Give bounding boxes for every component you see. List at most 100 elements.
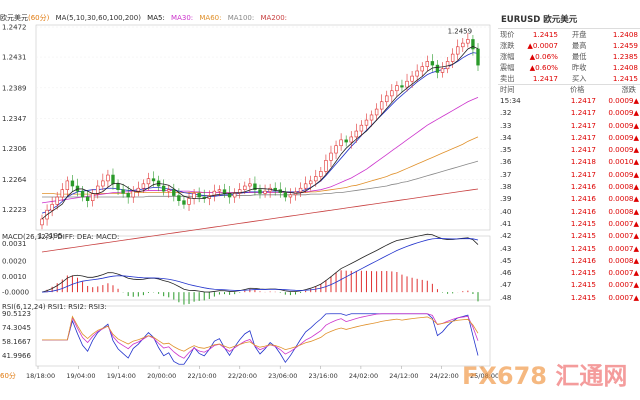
candle-body	[349, 136, 353, 143]
candle-body	[405, 80, 409, 88]
candle-body	[116, 183, 120, 190]
tick-t: .35	[500, 145, 512, 155]
ma200-label: MA200:	[260, 14, 288, 22]
candle-body	[364, 119, 369, 126]
ma200-line	[41, 188, 479, 253]
tick-header-change: 涨跌	[621, 85, 636, 94]
quote-v2: 1.2408	[612, 30, 638, 39]
panel-frame	[35, 24, 491, 231]
x-tick-label: 24/22:00	[430, 372, 459, 380]
tick-row: .47 1.2415 0.0007▲	[498, 279, 640, 291]
rsi-title: RSI(6,12,24) RSI1: RSI2: RSI3:	[2, 303, 107, 311]
tick-row: .45 1.2416 0.0008▲	[498, 255, 640, 267]
candle-body	[319, 171, 323, 177]
tick-c: 0.0009▲	[608, 108, 639, 118]
candle-body	[359, 124, 364, 132]
x-tick-label: 24/02:00	[349, 372, 378, 380]
candle-body	[430, 61, 435, 66]
tick-row: .41 1.2415 0.0007▲	[498, 218, 640, 230]
candle-body	[344, 139, 348, 143]
candle-body	[192, 193, 196, 199]
quote-k1: 现价	[500, 30, 515, 39]
candle-body	[197, 193, 201, 198]
quote-v1: ▲0.0007	[527, 41, 558, 50]
tick-t: .37	[500, 169, 512, 179]
tick-p: 1.2417	[570, 96, 596, 105]
tick-c: 0.0007▲	[608, 231, 639, 241]
macd-dea-line	[41, 238, 479, 293]
tick-header-price: 价格	[570, 85, 585, 94]
tick-c: 0.0008▲	[608, 182, 639, 192]
candle-body	[471, 39, 475, 50]
tick-p: 1.2415	[570, 268, 596, 278]
chart-canvas: MACD(26,12,9) DIFF: DEA: MACD: RSI(6,12,2…	[2, 24, 498, 381]
candle-body	[415, 70, 419, 77]
x-tick-label: 24/12:00	[389, 372, 418, 380]
x-tick-label: 22/10:00	[187, 372, 216, 380]
tick-c: 0.0009▲	[608, 145, 639, 155]
tick-c: 0.0007▲	[608, 268, 639, 278]
tick-p: 1.2417	[570, 169, 596, 179]
y-tick-label: 1.2347	[2, 115, 27, 123]
candle-body	[445, 61, 450, 70]
candle-body	[151, 178, 156, 182]
period-label: (60分)	[28, 14, 50, 22]
watermark-latin: FX678	[462, 362, 547, 390]
candle-body	[101, 180, 105, 187]
rsi-y-tick-label: 58.1667	[2, 338, 31, 346]
x-tick-label: 19/04:00	[66, 372, 95, 380]
ma5-label: MA5:	[147, 14, 165, 22]
tick-t: .47	[500, 280, 512, 290]
tick-c: 0.0009▲	[608, 132, 639, 142]
candle-body	[187, 198, 191, 205]
tick-row: .36 1.2418 0.0010▲	[498, 156, 640, 168]
ma-title: MA(5,10,30,60,100,200)	[55, 14, 141, 22]
candle-body	[410, 75, 414, 82]
quote-v2: 1.2415	[612, 74, 638, 83]
quote-panel: EURUSD 欧元美元 现价 1.2415 开盘 1.2408 涨跌 ▲0.0007 最高 1…	[498, 13, 640, 400]
candle-body	[314, 176, 318, 182]
tick-t: .48	[500, 292, 512, 302]
tick-p: 1.2417	[570, 145, 596, 155]
candle-body	[131, 190, 135, 198]
quote-row: 卖出 1.2417 买入 1.2415	[498, 73, 640, 84]
candle-body	[339, 139, 343, 147]
tick-row: .40 1.2416 0.0008▲	[498, 206, 640, 218]
tick-c: 0.0008▲	[608, 206, 639, 216]
candle-body	[324, 160, 328, 172]
tick-t: .45	[500, 255, 512, 265]
ma5-line	[41, 46, 479, 220]
y-tick-label: 1.2264	[2, 176, 27, 184]
min-price-label: 1.2195	[38, 232, 63, 240]
y-tick-label: 1.2389	[2, 84, 27, 92]
macd-y-tick-label: 0.0031	[2, 240, 27, 248]
tick-p: 1.2417	[570, 108, 596, 118]
candle-body	[50, 204, 54, 211]
watermark-logo: FX678 汇通网	[462, 356, 627, 391]
quote-row: 涨跌 ▲0.0007 最高 1.2459	[498, 40, 640, 51]
tick-p: 1.2415	[570, 231, 596, 241]
rsi2-line	[42, 313, 479, 359]
candle-body	[450, 53, 455, 62]
tick-t: .38	[500, 182, 512, 192]
quote-k1: 涨幅	[500, 52, 515, 61]
tick-header: 时间 价格 涨跌	[498, 84, 640, 95]
quote-row: 震幅 ▲0.60% 昨收 1.2408	[498, 62, 640, 73]
x-tick-label: 25/08:00	[470, 372, 498, 380]
candle-body	[136, 187, 141, 192]
candle-body	[161, 185, 166, 192]
candle-body	[385, 95, 389, 103]
quote-v1: 1.2417	[532, 74, 558, 83]
tick-row: .43 1.2415 0.0007▲	[498, 243, 640, 255]
quote-title: EURUSD 欧元美元	[498, 13, 640, 29]
tick-row: .35 1.2417 0.0009▲	[498, 144, 640, 156]
tick-header-time: 时间	[500, 85, 515, 94]
candle-body	[227, 193, 232, 198]
x-tick-label: 22/20:00	[228, 372, 257, 380]
quote-v1: ▲0.60%	[529, 63, 558, 72]
ma60-label: MA60:	[199, 14, 222, 22]
quote-k1: 震幅	[500, 63, 515, 72]
candle-body	[283, 192, 288, 198]
max-price-label: 1.2459	[448, 28, 473, 36]
period-button[interactable]: 60分	[0, 372, 16, 380]
